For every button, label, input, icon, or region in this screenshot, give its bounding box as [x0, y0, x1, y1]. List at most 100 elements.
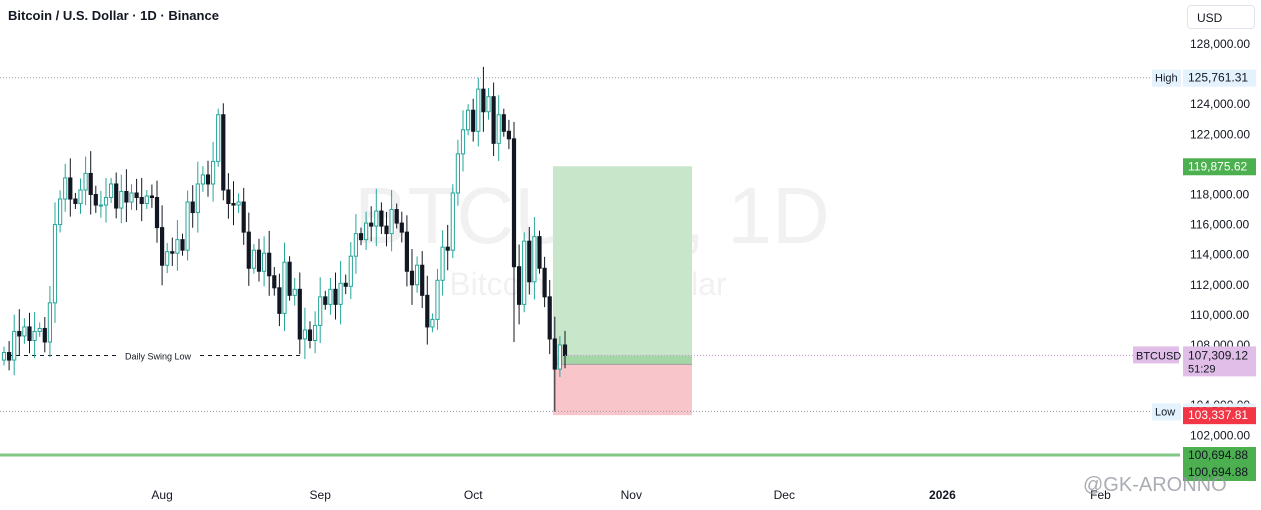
y-tick-label: 110,000.00 [1190, 308, 1249, 322]
candle-body [369, 222, 374, 227]
candle-body [144, 195, 149, 205]
candle-body [379, 210, 384, 227]
y-tick-label: 102,000.00 [1190, 428, 1250, 442]
candle-body [216, 114, 221, 162]
candle-body [425, 294, 430, 328]
candle-body [522, 240, 527, 305]
candle-body [160, 227, 165, 266]
candle-body [318, 296, 323, 326]
candle-body [302, 329, 307, 340]
candle-body [471, 109, 476, 132]
candle-body [328, 288, 333, 305]
loss-zone [553, 364, 692, 416]
last-price-label-bg [1183, 346, 1256, 377]
x-tick-label: Aug [151, 488, 172, 502]
high-price-label: 125,761.31 [1188, 71, 1248, 85]
candle-body [134, 192, 139, 199]
candle-body [83, 172, 88, 191]
target-price-label-bg [1183, 158, 1256, 176]
candle-body [297, 288, 302, 340]
candle-body [88, 172, 93, 195]
candle-body [557, 344, 562, 370]
candle-body [98, 204, 104, 207]
candle-body [78, 189, 83, 205]
candle-body [430, 318, 435, 328]
x-tick-label: Oct [464, 488, 483, 502]
candle-body [165, 251, 170, 266]
candle-body [481, 88, 486, 113]
x-tick-label: Nov [621, 488, 642, 502]
candle-body [399, 222, 404, 233]
y-tick-label: 128,000.00 [1190, 37, 1250, 51]
open-pnl-zone [553, 355, 692, 365]
candle-body [358, 233, 364, 241]
candle-body [226, 189, 231, 205]
candle-body [180, 239, 185, 251]
candle-body [114, 183, 119, 209]
candle-body [287, 261, 292, 296]
candle-body [517, 266, 522, 305]
candle-body [460, 129, 466, 155]
candle-body [124, 190, 129, 203]
candle-body [547, 296, 552, 340]
candle-body [552, 338, 557, 370]
candle-body [170, 251, 175, 254]
candle-body [205, 174, 211, 185]
candle-body [22, 326, 27, 337]
candle-body [262, 252, 267, 272]
candle-body [277, 287, 282, 314]
symbol-tag-bg [1133, 346, 1179, 364]
candle-body [409, 270, 415, 286]
candle-body [103, 197, 109, 206]
support-label: 100,694.88 [1188, 465, 1248, 479]
candle-body [501, 114, 506, 132]
credit-watermark: @GK-ARONNO [1083, 474, 1227, 496]
low-tag-bg [1152, 403, 1181, 421]
candle-body [109, 183, 114, 199]
candle-body [256, 249, 262, 272]
candle-body [190, 201, 195, 214]
countdown-label: 51:29 [1188, 363, 1216, 375]
candle-body [175, 239, 180, 254]
candle-body [119, 190, 124, 209]
candle-body [343, 282, 348, 287]
candle-body [338, 282, 343, 305]
candle-body [221, 114, 226, 191]
candle-body [211, 160, 216, 185]
candle-body [353, 233, 358, 257]
candle-body [486, 96, 491, 113]
candle-body [511, 138, 517, 268]
profit-zone [553, 166, 692, 365]
y-tick-label: 112,000.00 [1190, 278, 1249, 292]
currency-selector[interactable]: USD [1187, 5, 1255, 29]
candle-body [63, 177, 68, 200]
candle-body [52, 224, 58, 304]
candle-body [466, 109, 471, 131]
candle-body [323, 296, 328, 305]
candle-body [231, 203, 236, 206]
support-label: 100,694.88 [1188, 448, 1248, 462]
candle-body [47, 302, 52, 343]
candle-body [200, 174, 206, 185]
stop-price-label: 103,337.81 [1188, 408, 1248, 422]
candle-body [435, 279, 440, 320]
y-tick-label: 122,000.00 [1190, 127, 1250, 141]
x-tick-label: Sep [310, 488, 332, 502]
candle-body [496, 114, 501, 144]
x-tick-label: Feb [1090, 488, 1111, 502]
candle-body [491, 96, 496, 144]
chart-title: Bitcoin / U.S. Dollar · 1D · Binance [8, 8, 219, 23]
candle-body [251, 249, 257, 269]
candle-body [527, 240, 532, 283]
candle-body [348, 255, 353, 287]
high-price-label-bg [1183, 69, 1256, 87]
candle-body [93, 194, 98, 206]
candle-body [236, 201, 241, 206]
candle-body [537, 236, 542, 269]
candle-body [139, 197, 144, 205]
support-label-bg [1183, 447, 1256, 481]
candle-body [313, 324, 318, 341]
candle-body [445, 246, 450, 251]
candle-body [307, 329, 313, 341]
